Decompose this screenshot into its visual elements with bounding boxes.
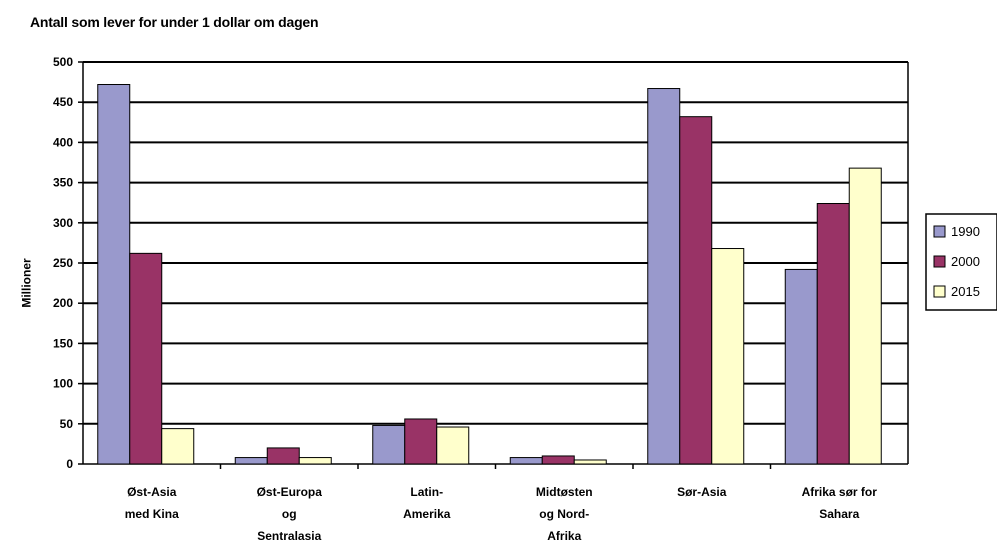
bar-2000-cat2 [404, 418, 438, 465]
bar-2015-cat3 [573, 459, 607, 465]
x-category-label-5: Afrika sør for Sahara [802, 485, 878, 521]
y-tick-label-0: 0 [66, 457, 73, 471]
y-tick-label-300: 300 [53, 216, 73, 230]
x-category-label-0-line-0: Øst-Asia [127, 485, 177, 499]
x-category-label-2-line-0: Latin- [410, 485, 443, 499]
x-category-label-1-line-1: og [282, 507, 297, 521]
x-category-label-4-line-0: Sør-Asia [677, 485, 727, 499]
bar-1990-cat0 [97, 84, 131, 465]
x-category-label-1: Øst-Europa og Sentralasia [257, 485, 323, 543]
y-tick-label-150: 150 [53, 336, 73, 350]
x-category-label-0-line-1: med Kina [125, 507, 179, 521]
y-tick-label-350: 350 [53, 176, 73, 190]
bar-2015-cat4 [711, 248, 745, 465]
x-category-label-1-line-0: Øst-Europa [257, 485, 323, 499]
x-category-label-3: Midtøsten og Nord- Afrika [536, 485, 593, 543]
bar-2015-cat1 [298, 457, 332, 465]
y-tick-label-250: 250 [53, 256, 73, 270]
legend-swatch-1990 [933, 225, 946, 238]
y-tick-label-100: 100 [53, 377, 73, 391]
bar-2000-cat3 [541, 455, 575, 465]
x-category-label-1-line-2: Sentralasia [257, 529, 321, 543]
bar-2015-cat0 [161, 428, 195, 465]
x-category-label-3-line-1: og Nord- [539, 507, 589, 521]
bar-2000-cat4 [679, 116, 713, 465]
bar-2015-cat5 [848, 167, 882, 465]
y-tick-label-500: 500 [53, 55, 73, 69]
x-category-label-0: Øst-Asia med Kina [125, 485, 179, 521]
bar-2000-cat0 [129, 252, 163, 465]
bar-1990-cat1 [234, 457, 268, 465]
chart-title: Antall som lever for under 1 dollar om d… [30, 14, 319, 30]
legend-label-2000: 2000 [951, 254, 980, 269]
bar-2015-cat2 [436, 426, 470, 465]
bar-2000-cat5 [816, 203, 850, 465]
bar-1990-cat2 [372, 424, 406, 465]
bar-2000-cat1 [266, 447, 300, 465]
x-category-label-5-line-1: Sahara [819, 507, 859, 521]
bar-1990-cat4 [647, 88, 681, 465]
legend-label-2015: 2015 [951, 284, 980, 299]
x-category-label-2-line-1: Amerika [403, 507, 451, 521]
legend-swatch-2000 [933, 255, 946, 268]
legend-label-1990: 1990 [951, 224, 980, 239]
x-category-label-4: Sør-Asia [677, 485, 727, 499]
bar-1990-cat3 [509, 457, 543, 465]
y-tick-label-450: 450 [53, 95, 73, 109]
x-category-label-3-line-2: Afrika [547, 529, 581, 543]
y-tick-label-50: 50 [60, 417, 74, 431]
x-category-label-3-line-0: Midtøsten [536, 485, 593, 499]
legend-swatch-2015 [933, 285, 946, 298]
x-category-label-2: Latin- Amerika [403, 485, 451, 521]
x-category-label-5-line-0: Afrika sør for [802, 485, 878, 499]
bar-1990-cat5 [784, 268, 818, 465]
y-tick-label-200: 200 [53, 296, 73, 310]
y-tick-label-400: 400 [53, 135, 73, 149]
